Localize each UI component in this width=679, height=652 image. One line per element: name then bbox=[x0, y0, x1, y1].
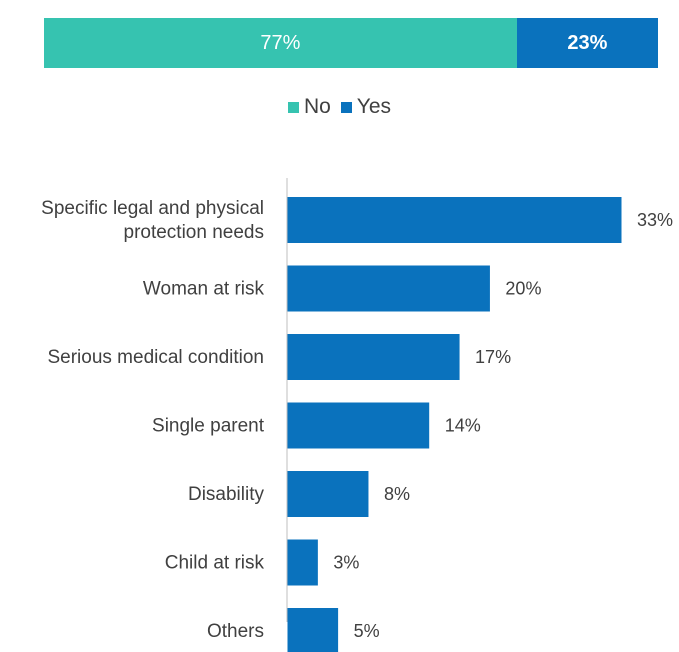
bar-2 bbox=[287, 334, 460, 380]
value-label-4: 8% bbox=[384, 484, 410, 504]
legend-item-yes: Yes bbox=[340, 95, 392, 119]
value-label-3: 14% bbox=[445, 416, 481, 436]
bar-6 bbox=[287, 608, 339, 652]
segment-no-label: 77% bbox=[260, 31, 301, 54]
legend: No Yes bbox=[0, 95, 679, 119]
bar-5 bbox=[287, 539, 318, 586]
legend-label-no: No bbox=[303, 95, 331, 118]
segment-yes-label: 23% bbox=[567, 31, 608, 54]
bar-1 bbox=[287, 265, 490, 312]
category-label-5: Child at risk bbox=[165, 553, 265, 574]
value-label-5: 3% bbox=[333, 553, 359, 573]
legend-label-yes: Yes bbox=[356, 95, 392, 118]
stacked-bar: 77% 23% bbox=[44, 18, 658, 68]
legend-swatch-no bbox=[287, 101, 299, 113]
value-label-6: 5% bbox=[354, 621, 380, 641]
category-label-6: Others bbox=[207, 621, 264, 642]
legend-swatch-yes bbox=[340, 101, 352, 113]
bar-4 bbox=[287, 471, 369, 517]
bar-0 bbox=[287, 197, 622, 243]
segment-no: 77% bbox=[44, 18, 517, 68]
segment-yes: 23% bbox=[516, 18, 658, 68]
category-label-4: Disability bbox=[188, 484, 265, 505]
category-label-0: Specific legal and physical protection ne… bbox=[41, 198, 264, 243]
value-label-2: 17% bbox=[475, 347, 511, 367]
category-label-1: Woman at risk bbox=[143, 279, 265, 300]
value-label-1: 20% bbox=[505, 279, 541, 299]
category-label-3: Single parent bbox=[152, 416, 265, 437]
category-label-2: Serious medical condition bbox=[47, 347, 264, 368]
value-label-0: 33% bbox=[637, 210, 673, 230]
bar-3 bbox=[287, 402, 430, 449]
legend-item-no: No bbox=[287, 95, 331, 119]
